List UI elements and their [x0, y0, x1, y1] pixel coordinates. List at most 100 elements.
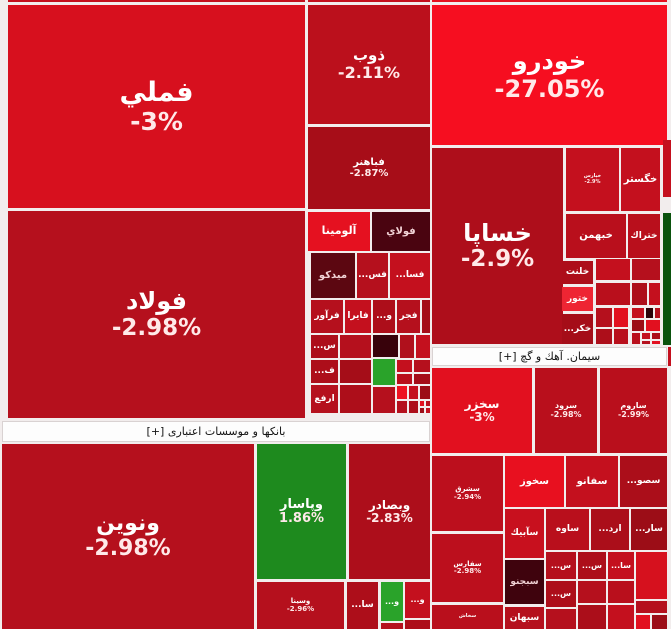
treemap-cell[interactable]	[420, 386, 430, 399]
treemap-cell[interactable]	[400, 335, 414, 358]
treemap-tile[interactable]: س...	[578, 552, 606, 579]
treemap-cell[interactable]	[578, 605, 606, 629]
treemap-tile[interactable]: و...	[405, 582, 430, 618]
sector-header-banks[interactable]: بانکها و موسسات اعتباری [+]	[2, 421, 430, 442]
treemap-cell[interactable]	[8, 0, 305, 2]
treemap-cell[interactable]	[668, 347, 671, 366]
treemap-cell[interactable]	[422, 300, 430, 333]
treemap-tile[interactable]: سصو...	[620, 456, 667, 507]
treemap-tile[interactable]: وسینا -2.96%	[257, 582, 344, 629]
treemap-cell[interactable]	[416, 335, 430, 358]
treemap-tile[interactable]: س...	[546, 581, 576, 607]
treemap-tile[interactable]: ساوه	[546, 509, 589, 550]
treemap-cell[interactable]	[381, 623, 403, 629]
treemap-cell[interactable]	[632, 308, 644, 318]
treemap-tile[interactable]: فباهنر -2.87%	[308, 127, 430, 209]
treemap-tile[interactable]: فولاي	[372, 212, 430, 251]
treemap-tile[interactable]: فجر	[397, 300, 420, 333]
treemap-tile[interactable]: فس...	[357, 253, 388, 298]
treemap-cell[interactable]	[409, 401, 418, 413]
treemap-cell[interactable]	[373, 387, 395, 413]
treemap-tile[interactable]: سبهان	[505, 607, 544, 629]
treemap-cell[interactable]	[596, 259, 630, 280]
treemap-tile[interactable]: خگستر	[621, 148, 660, 211]
treemap-cell[interactable]	[608, 581, 634, 603]
sector-header-cement[interactable]: سیمان. آهك و گچ [+]	[432, 347, 667, 366]
treemap-cell[interactable]	[632, 320, 644, 331]
treemap-tile[interactable]: فسا...	[390, 253, 430, 298]
treemap-tile[interactable]: سخاش	[432, 605, 503, 629]
treemap-cell[interactable]	[578, 581, 606, 603]
treemap-tile[interactable]: سار...	[631, 509, 667, 550]
treemap-tile[interactable]: س...	[546, 552, 576, 579]
treemap-tile[interactable]: سبجنو	[505, 560, 544, 604]
treemap-cell[interactable]	[373, 359, 395, 385]
treemap-tile[interactable]: میدکو	[311, 253, 355, 298]
treemap-cell[interactable]	[663, 213, 671, 345]
treemap-cell[interactable]	[409, 386, 418, 399]
treemap-tile[interactable]: ونوین -2.98%	[2, 444, 254, 629]
treemap-tile[interactable]: ارفع	[311, 385, 338, 413]
treemap-tile[interactable]: سا...	[347, 582, 378, 629]
treemap-cell[interactable]	[652, 341, 660, 344]
treemap-tile[interactable]: فملي -3%	[8, 5, 305, 208]
treemap-cell[interactable]	[426, 408, 430, 413]
treemap-cell[interactable]	[546, 609, 576, 629]
treemap-cell[interactable]	[663, 140, 671, 197]
treemap-tile[interactable]: سخزر -3%	[432, 368, 532, 453]
treemap-cell[interactable]	[632, 283, 647, 305]
treemap-cell[interactable]	[649, 283, 660, 305]
treemap-tile[interactable]: سخوز	[505, 456, 564, 507]
treemap-tile[interactable]: سشرق -2.94%	[432, 456, 503, 531]
treemap-cell[interactable]	[608, 605, 634, 629]
treemap-tile[interactable]: سفارس -2.98%	[432, 534, 503, 602]
treemap-tile[interactable]: سآبیك	[505, 509, 544, 558]
treemap-cell[interactable]	[596, 283, 630, 305]
treemap-cell[interactable]	[655, 308, 660, 318]
treemap-tile[interactable]: ارد...	[591, 509, 629, 550]
treemap-tile[interactable]: خودرو -27.05%	[432, 5, 667, 145]
treemap-tile[interactable]: فولاد -2.98%	[8, 211, 305, 418]
treemap-cell[interactable]	[397, 401, 407, 413]
treemap-tile[interactable]: ختراك	[628, 214, 660, 258]
treemap-cell[interactable]	[596, 308, 612, 327]
treemap-tile[interactable]: فرآور	[311, 300, 343, 333]
treemap-tile[interactable]: سا...	[608, 552, 634, 579]
treemap-cell[interactable]	[432, 0, 667, 2]
treemap-cell[interactable]	[397, 360, 412, 372]
treemap-tile[interactable]: آلومینا	[308, 212, 370, 251]
treemap-tile[interactable]: و...	[381, 582, 403, 621]
treemap-cell[interactable]	[420, 401, 424, 406]
treemap-tile[interactable]: خپارس -2.9%	[566, 148, 619, 211]
treemap-cell[interactable]	[420, 408, 424, 413]
treemap-cell[interactable]	[397, 374, 412, 384]
treemap-tile[interactable]: فایرا	[345, 300, 371, 333]
treemap-cell[interactable]	[646, 308, 653, 318]
treemap-cell[interactable]	[426, 401, 430, 406]
treemap-cell[interactable]	[340, 335, 371, 358]
treemap-tile[interactable]: ختور	[562, 287, 593, 311]
treemap-cell[interactable]	[636, 615, 650, 629]
treemap-cell[interactable]	[636, 552, 667, 599]
treemap-cell[interactable]	[340, 385, 371, 413]
treemap-cell[interactable]	[596, 329, 612, 344]
treemap-tile[interactable]: ذوب -2.11%	[308, 5, 430, 124]
treemap-cell[interactable]	[632, 333, 640, 344]
treemap-tile[interactable]: خساپا -2.9%	[432, 148, 563, 344]
treemap-cell[interactable]	[642, 333, 650, 339]
treemap-cell[interactable]	[652, 615, 667, 629]
treemap-tile[interactable]: خبهمن	[566, 214, 626, 258]
treemap-cell[interactable]	[636, 601, 667, 613]
treemap-tile[interactable]: س...	[311, 335, 338, 358]
treemap-tile[interactable]: خكر...	[562, 314, 593, 344]
treemap-cell[interactable]	[373, 335, 398, 357]
treemap-cell[interactable]	[646, 320, 660, 331]
treemap-tile[interactable]: سفانو	[566, 456, 618, 507]
treemap-cell[interactable]	[308, 0, 430, 2]
treemap-tile[interactable]: و...	[373, 300, 395, 333]
treemap-cell[interactable]	[614, 329, 628, 344]
treemap-cell[interactable]	[614, 308, 628, 327]
treemap-cell[interactable]	[340, 360, 371, 383]
treemap-tile[interactable]: وپاسار 1.86%	[257, 444, 346, 579]
treemap-cell[interactable]	[652, 333, 660, 339]
